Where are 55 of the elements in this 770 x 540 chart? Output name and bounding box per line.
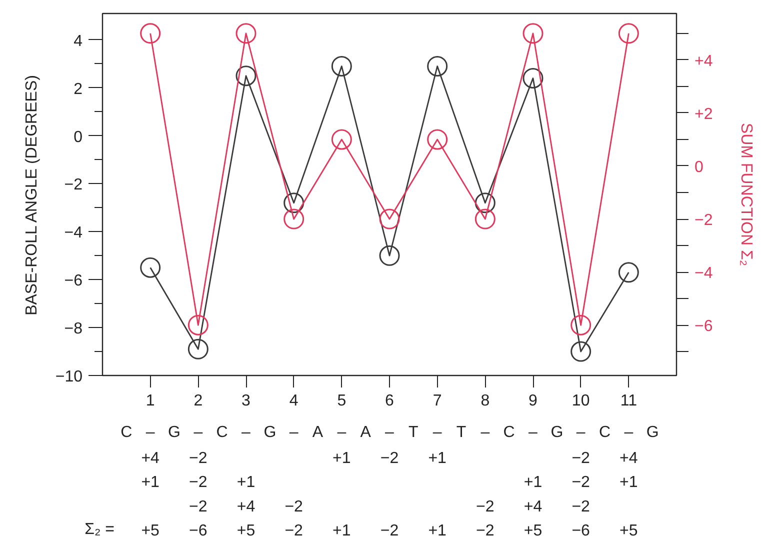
point xyxy=(140,23,161,44)
point xyxy=(379,208,400,230)
point xyxy=(618,262,639,283)
y2-tick-label: +4 xyxy=(694,52,713,70)
point xyxy=(236,23,256,44)
point xyxy=(188,314,208,336)
y-tick-label: −6 xyxy=(64,272,83,290)
y2-tick-label: −2 xyxy=(694,212,713,230)
point xyxy=(474,192,496,214)
x-tick-label: 6 xyxy=(385,392,394,410)
point xyxy=(236,66,256,86)
text: +1 −2 +1 +1 −2 +1 xyxy=(141,474,638,492)
point xyxy=(522,68,544,88)
y-tick-label: −8 xyxy=(64,320,83,338)
point xyxy=(427,129,448,150)
y2-tick-label: +2 xyxy=(694,106,713,123)
point xyxy=(522,23,544,44)
y-tick-label: −2 xyxy=(64,176,83,194)
y-tick-label: 4 xyxy=(74,32,83,50)
y2-tick-label: −4 xyxy=(694,265,713,282)
text: −2 +4 −2 −2 +4 −2 xyxy=(189,498,590,516)
text: +5 −6 +5 −2 +1 −2 +1 −2 +5 −6 +5 xyxy=(141,522,638,540)
x-tick-label: 3 xyxy=(242,392,251,410)
y2-tick-label: −6 xyxy=(694,318,713,336)
text: C – G – C – G – A – A – T – T – C – G – C – G xyxy=(120,424,659,441)
x-tick-label: 7 xyxy=(432,392,442,410)
point xyxy=(284,192,304,214)
point xyxy=(427,56,448,76)
y-tick-label: −10 xyxy=(55,368,83,386)
x-tick-label: 4 xyxy=(289,392,298,410)
point xyxy=(284,208,304,230)
x-tick-label: 1 xyxy=(146,392,155,410)
y-axis-title: BASE-ROLL ANGLE (DEGREES) xyxy=(23,75,40,316)
text: Σ₂ = xyxy=(84,521,114,538)
y-tick-label: 0 xyxy=(74,128,83,146)
x-tick-label: 2 xyxy=(194,392,203,410)
point xyxy=(570,314,592,336)
y2-axis-title: SUM FUNCTION Σ₂ xyxy=(738,122,755,266)
x-tick-label: 9 xyxy=(528,392,538,410)
x-tick-label: 11 xyxy=(620,392,638,410)
point xyxy=(331,56,352,76)
point xyxy=(188,338,208,360)
x-tick-label: 8 xyxy=(480,392,490,410)
y-tick-label: 2 xyxy=(74,80,83,98)
point xyxy=(474,208,496,230)
y2-tick-label: 0 xyxy=(694,158,704,176)
point xyxy=(379,245,400,266)
point xyxy=(618,23,639,44)
point xyxy=(331,129,352,150)
y-tick-label: −4 xyxy=(64,224,83,242)
x-tick-label: 5 xyxy=(337,392,346,410)
point xyxy=(570,341,592,362)
x-tick-label: 10 xyxy=(572,392,590,410)
text: +4 −2 +1 −2 +1 −2 +4 xyxy=(141,450,638,467)
point xyxy=(140,257,161,278)
